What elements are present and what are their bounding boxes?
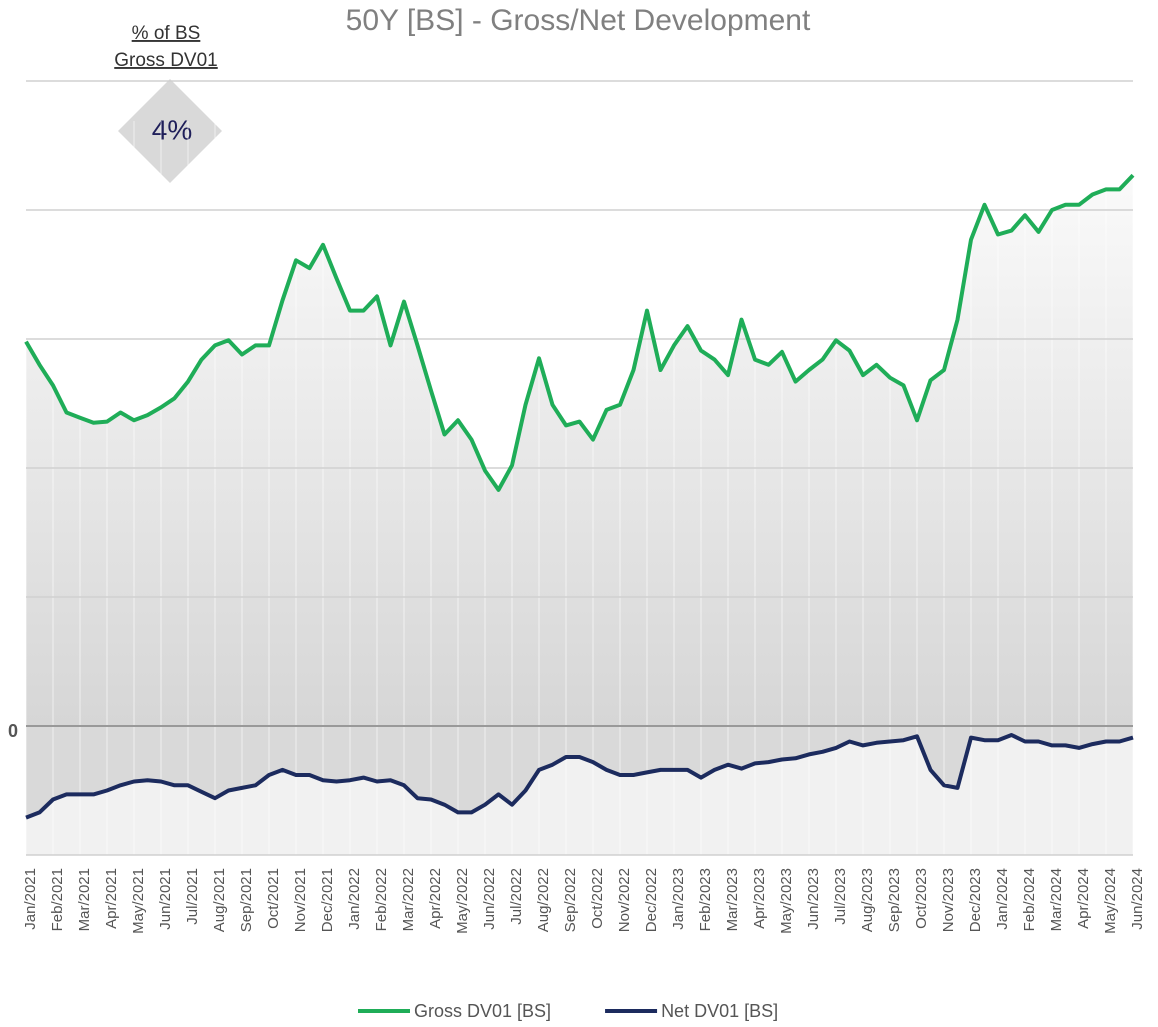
legend-label: Net DV01 [BS]	[661, 1001, 778, 1021]
x-tick-label: Feb/2024	[1021, 868, 1038, 931]
x-tick-label: May/2024	[1102, 868, 1119, 934]
x-tick-label: Dec/2022	[643, 868, 660, 932]
x-tick-label: Sep/2023	[886, 868, 903, 932]
annotation-value: 4%	[152, 114, 192, 145]
x-tick-label: May/2022	[454, 868, 471, 934]
x-tick-label: Mar/2021	[76, 868, 93, 931]
x-tick-label: Jun/2023	[805, 868, 822, 930]
annotation-diamond	[118, 79, 222, 183]
series-line	[24, 173, 1135, 492]
x-tick-label: Jun/2024	[1129, 868, 1146, 930]
x-tick-label: Sep/2022	[562, 868, 579, 932]
x-tick-label: Jun/2022	[481, 868, 498, 930]
legend-label: Gross DV01 [BS]	[414, 1001, 551, 1021]
x-tick-label: Aug/2023	[859, 868, 876, 932]
x-tick-label: Jan/2023	[670, 868, 687, 930]
x-tick-label: Mar/2023	[724, 868, 741, 931]
x-tick-label: Sep/2021	[238, 868, 255, 932]
annotation-label: Gross DV01	[114, 50, 217, 71]
x-tick-label: Jul/2023	[832, 868, 849, 925]
x-tick-label: May/2021	[130, 868, 147, 934]
series-area	[26, 726, 1133, 818]
x-tick-label: Nov/2022	[616, 868, 633, 932]
x-tick-label: Jul/2022	[508, 868, 525, 925]
series-line	[25, 733, 1134, 820]
x-tick-label: Aug/2021	[211, 868, 228, 932]
x-tick-label: Apr/2023	[751, 868, 768, 929]
x-tick-label: Jan/2024	[994, 868, 1011, 930]
x-tick-label: May/2023	[778, 868, 795, 934]
x-tick-label: Oct/2021	[265, 868, 282, 929]
x-tick-label: Feb/2022	[373, 868, 390, 931]
x-tick-label: Oct/2023	[913, 868, 930, 929]
x-tick-label: Feb/2023	[697, 868, 714, 931]
x-tick-label: Apr/2021	[103, 868, 120, 929]
series-area	[26, 175, 1133, 726]
y-tick-label: 0	[8, 721, 18, 741]
x-tick-label: Aug/2022	[535, 868, 552, 932]
x-tick-label: Apr/2024	[1075, 868, 1092, 929]
chart-title: 50Y [BS] - Gross/Net Development	[346, 4, 811, 37]
x-tick-label: Dec/2023	[967, 868, 984, 932]
x-tick-label: Mar/2022	[400, 868, 417, 931]
x-tick-label: Mar/2024	[1048, 868, 1065, 931]
x-tick-label: Apr/2022	[427, 868, 444, 929]
x-tick-label: Feb/2021	[49, 868, 66, 931]
x-tick-label: Nov/2023	[940, 868, 957, 932]
annotation-label: % of BS	[132, 23, 201, 44]
x-tick-label: Dec/2021	[319, 868, 336, 932]
x-tick-label: Nov/2021	[292, 868, 309, 932]
x-tick-label: Jul/2021	[184, 868, 201, 925]
x-tick-label: Oct/2022	[589, 868, 606, 929]
x-tick-label: Jun/2021	[157, 868, 174, 930]
x-tick-label: Jan/2021	[22, 868, 39, 930]
x-tick-label: Jan/2022	[346, 868, 363, 930]
